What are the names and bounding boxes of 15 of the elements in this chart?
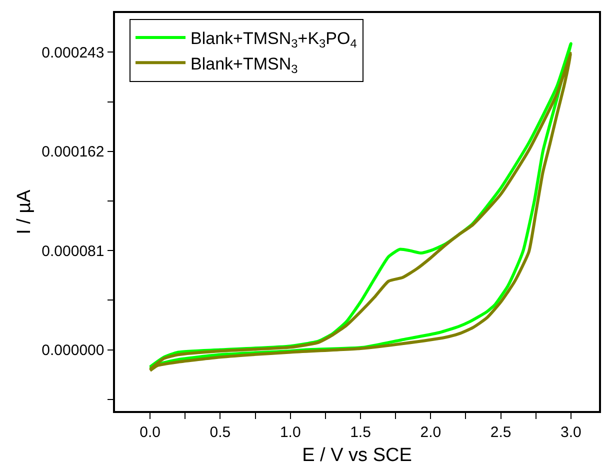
x-tick-label: 2.0 bbox=[420, 424, 442, 441]
legend-label: Blank+TMSN$_{3}$+K$_{3}$PO$_{4}$ bbox=[190, 29, 358, 51]
x-axis-title: E / V vs SCE bbox=[302, 445, 412, 466]
x-tick-label: 1.5 bbox=[350, 424, 371, 441]
x-tick-label: 2.5 bbox=[490, 424, 512, 441]
legend-label: Blank+TMSN$_{3}$ bbox=[190, 54, 298, 76]
y-tick-label: 0.000081 bbox=[42, 242, 104, 260]
y-tick-label: 0.000000 bbox=[42, 342, 104, 360]
y-tick-label: 0.000162 bbox=[42, 144, 104, 161]
y-axis-title: I / µA bbox=[14, 189, 36, 234]
x-tick-label: 1.0 bbox=[280, 424, 301, 441]
x-tick-label: 0.0 bbox=[140, 424, 160, 441]
x-tick-label: 3.0 bbox=[560, 424, 582, 441]
x-tick-label: 0.5 bbox=[210, 424, 231, 441]
y-tick-label: 0.000243 bbox=[42, 44, 104, 62]
